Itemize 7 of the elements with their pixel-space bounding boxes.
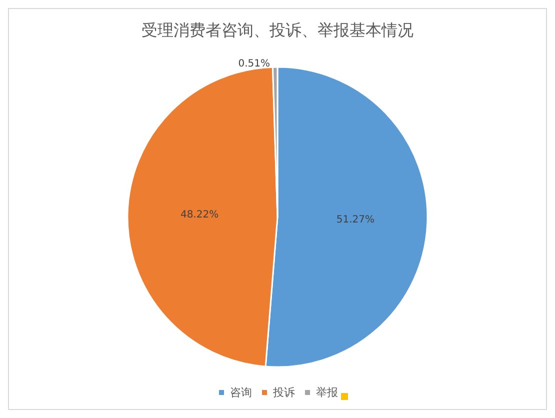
legend-label: 投诉 [272,386,295,399]
legend-label: 举报 [316,386,338,399]
data-label: 48.22% [180,210,219,221]
legend-label: 咨询 [230,386,252,399]
chart-title: 受理消费者咨询、投诉、举报基本情况 [142,20,414,40]
data-label: 0.51% [238,58,270,70]
data-label: 51.27% [336,214,375,226]
